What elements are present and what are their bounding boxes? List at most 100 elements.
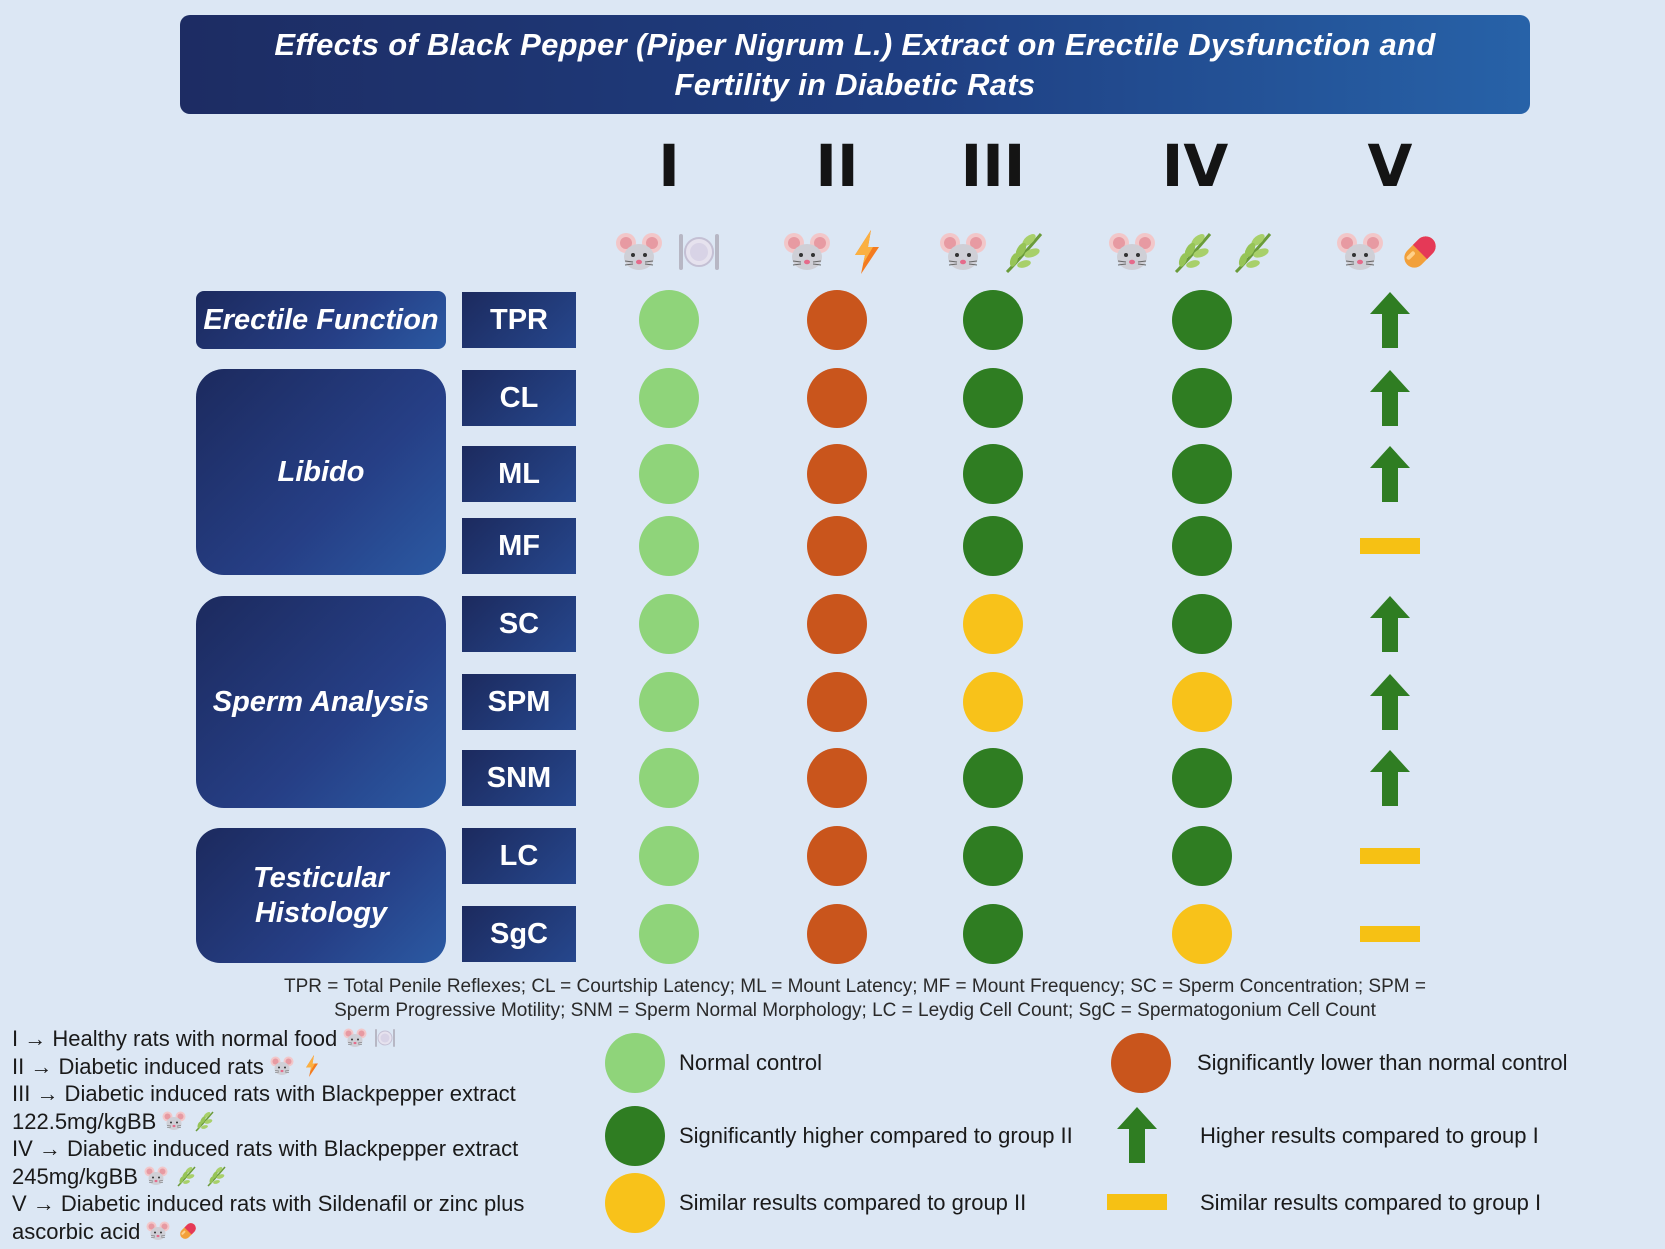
group-descriptions: I → Healthy rats with normal food II → D… (12, 1025, 572, 1245)
group-numeral: II (815, 132, 859, 200)
bolt-icon (300, 1054, 324, 1078)
result-dot (963, 368, 1023, 428)
result-dot (639, 826, 699, 886)
result-dot (807, 826, 867, 886)
abbreviations-line-1: TPR = Total Penile Reflexes; CL = Courts… (284, 976, 1426, 997)
legend-label-lower: Significantly lower than normal control (1197, 1050, 1568, 1075)
rat-icon (615, 228, 663, 276)
result-dot (807, 290, 867, 350)
title-line-2: Fertility in Diabetic Rats (674, 66, 1036, 102)
group-numeral: V (1367, 132, 1413, 200)
plate-icon (373, 1026, 397, 1050)
legend-label-higher-vs-i: Higher results compared to group I (1200, 1123, 1539, 1148)
rat-icon (343, 1026, 367, 1050)
result-dot (807, 368, 867, 428)
group-description: ascorbic acid (12, 1218, 572, 1246)
category-libido: Libido (196, 369, 446, 575)
metric-label: SgC (462, 906, 576, 962)
result-dot (963, 290, 1023, 350)
group-description-text: ascorbic acid (12, 1218, 141, 1244)
result-dot (807, 516, 867, 576)
group-icons (615, 228, 723, 280)
rat-icon (162, 1109, 186, 1133)
result-dot (963, 904, 1023, 964)
result-dot (1172, 672, 1232, 732)
result-dot (963, 516, 1023, 576)
group-description-text: I → Healthy rats with normal food (12, 1026, 338, 1051)
legend-arrow-up-icon (1117, 1107, 1157, 1163)
bolt-icon (843, 228, 891, 276)
leaf-icon (1228, 228, 1276, 276)
result-dot (963, 826, 1023, 886)
legend-swatch-similar-vs-ii (605, 1173, 665, 1233)
rat-icon (270, 1054, 294, 1078)
group-icons (939, 228, 1047, 280)
rat-icon (144, 1164, 168, 1188)
group-numeral: IV (1161, 132, 1229, 200)
metric-label: SNM (462, 750, 576, 806)
group-description-text: 245mg/kgBB (12, 1163, 138, 1189)
abbreviations-line-2: Sperm Progressive Motility; SNM = Sperm … (334, 1000, 1376, 1021)
result-dot (1172, 368, 1232, 428)
result-dot (1172, 904, 1232, 964)
pill-icon (1396, 228, 1444, 276)
group-description-text: II → Diabetic induced rats (12, 1053, 264, 1079)
leaf-icon (174, 1164, 198, 1188)
abbreviations: TPR = Total Penile Reflexes; CL = Courts… (180, 975, 1530, 1023)
group-description-text: 122.5mg/kgBB (12, 1108, 157, 1134)
title-line-1: Effects of Black Pepper (Piper Nigrum L.… (274, 26, 1436, 62)
metric-label: LC (462, 828, 576, 884)
result-dot (639, 290, 699, 350)
result-arrow-up-icon (1370, 370, 1410, 426)
legend-swatch-normal (605, 1033, 665, 1093)
group-description-text: V → Diabetic induced rats with Sildenafi… (12, 1191, 525, 1216)
result-dot (1172, 594, 1232, 654)
group-description-text: III → Diabetic induced rats with Blackpe… (12, 1081, 516, 1106)
leaf-icon (192, 1109, 216, 1133)
result-arrow-up-icon (1370, 446, 1410, 502)
legend-label-higher-vs-ii: Significantly higher compared to group I… (679, 1123, 1073, 1148)
group-description: IV → Diabetic induced rats with Blackpep… (12, 1135, 572, 1163)
group-description: II → Diabetic induced rats (12, 1053, 572, 1081)
metric-label: SPM (462, 674, 576, 730)
legend-label-similar-vs-ii: Similar results compared to group II (679, 1190, 1027, 1215)
result-dot (807, 672, 867, 732)
metric-label: MF (462, 518, 576, 574)
rat-icon (1336, 228, 1384, 276)
pill-icon (176, 1219, 200, 1243)
result-dot (639, 368, 699, 428)
group-icons (783, 228, 891, 280)
result-dot (963, 748, 1023, 808)
rat-icon (146, 1219, 170, 1243)
result-arrow-up-icon (1370, 750, 1410, 806)
group-description: 122.5mg/kgBB (12, 1108, 572, 1136)
result-dot (807, 594, 867, 654)
result-dash (1360, 926, 1420, 942)
group-description-text: IV → Diabetic induced rats with Blackpep… (12, 1136, 519, 1161)
result-arrow-up-icon (1370, 674, 1410, 730)
result-dot (807, 444, 867, 504)
category-testicular-histology: Testicular Histology (196, 828, 446, 963)
result-dot (963, 444, 1023, 504)
result-dot (639, 748, 699, 808)
result-dot (963, 672, 1023, 732)
rat-icon (1108, 228, 1156, 276)
category-erectile-function: Erectile Function (196, 291, 446, 349)
group-numeral: III (960, 132, 1026, 200)
result-dot (1172, 826, 1232, 886)
leaf-icon (1168, 228, 1216, 276)
group-description: I → Healthy rats with normal food (12, 1025, 572, 1053)
leaf-icon (999, 228, 1047, 276)
category-sperm-analysis: Sperm Analysis (196, 596, 446, 808)
legend-label-similar-vs-i: Similar results compared to group I (1200, 1190, 1542, 1215)
result-dot (807, 904, 867, 964)
rat-icon (939, 228, 987, 276)
result-dot (639, 594, 699, 654)
result-dot (1172, 516, 1232, 576)
result-dot (1172, 748, 1232, 808)
legend-dash-icon (1107, 1194, 1167, 1210)
group-icons (1108, 228, 1276, 280)
result-dot (1172, 444, 1232, 504)
result-arrow-up-icon (1370, 596, 1410, 652)
plate-icon (675, 228, 723, 276)
